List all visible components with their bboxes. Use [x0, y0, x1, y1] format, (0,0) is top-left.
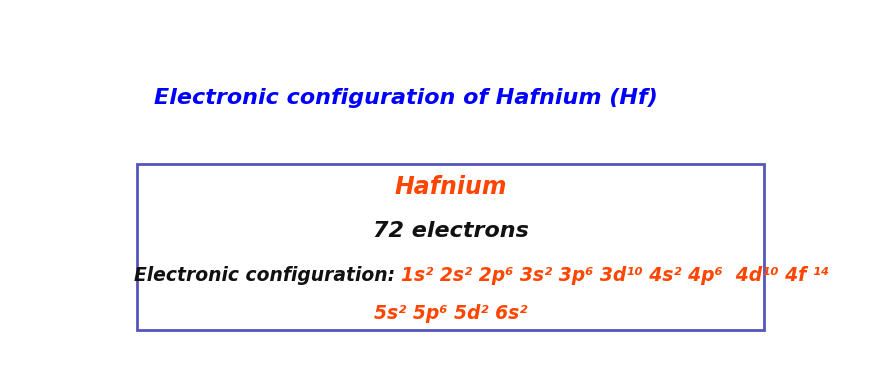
Text: Electronic configuration of Hafnium (Hf): Electronic configuration of Hafnium (Hf) [154, 88, 657, 108]
Text: 72 electrons: 72 electrons [372, 221, 528, 241]
Text: Hafnium: Hafnium [394, 175, 506, 199]
Text: 5s² 5p⁶ 5d² 6s²: 5s² 5p⁶ 5d² 6s² [373, 304, 527, 323]
Text: 1s² 2s² 2p⁶ 3s² 3p⁶ 3d¹⁰ 4s² 4p⁶  4d¹⁰ 4f ¹⁴: 1s² 2s² 2p⁶ 3s² 3p⁶ 3d¹⁰ 4s² 4p⁶ 4d¹⁰ 4f… [401, 266, 829, 285]
FancyBboxPatch shape [137, 164, 763, 330]
Text: Electronic configuration:: Electronic configuration: [133, 266, 401, 285]
